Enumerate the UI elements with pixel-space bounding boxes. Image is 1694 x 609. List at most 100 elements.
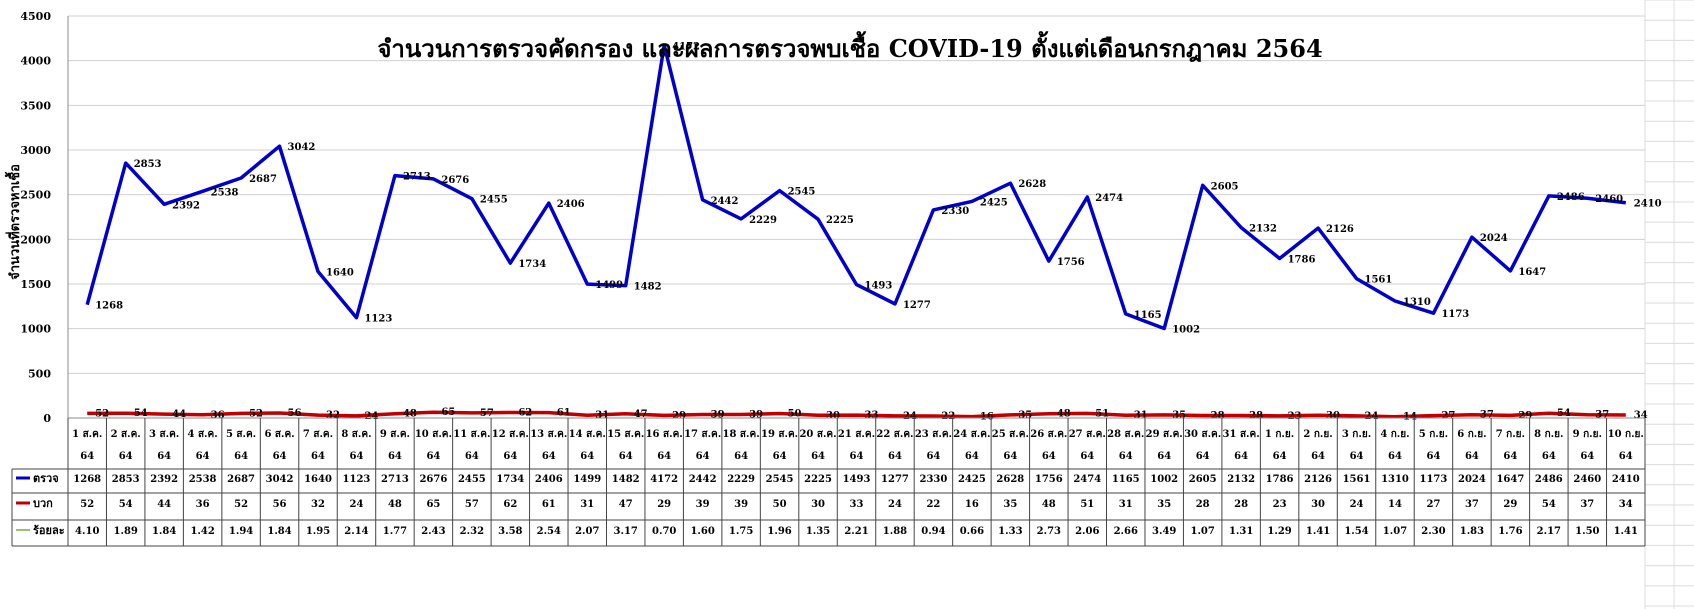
table-cell: 1.54 [1344, 526, 1368, 537]
x-tick-label: 28 ส.ค. [1107, 429, 1144, 440]
table-cell: 2605 [1189, 474, 1217, 485]
x-tick-label: 25 ส.ค. [992, 429, 1029, 440]
x-tick-label: 64 [1042, 451, 1056, 462]
data-label: 29 [1518, 410, 1532, 421]
x-tick-label: 64 [888, 451, 902, 462]
data-label: 51 [1095, 408, 1109, 419]
table-cell: 35 [1003, 499, 1017, 510]
x-tick-label: 64 [234, 451, 248, 462]
series-line-tested [85, 43, 1627, 331]
table-cell: 2.21 [844, 526, 868, 537]
y-tick-label: 2500 [20, 189, 51, 202]
data-label: 1277 [903, 300, 931, 311]
x-tick-label: 64 [1503, 451, 1517, 462]
x-tick-label: 15 ส.ค. [607, 429, 644, 440]
x-tick-label: 64 [657, 451, 671, 462]
x-tick-label: 1 ก.ย. [1265, 429, 1294, 440]
chart-title: จำนวนการตรวจคัดกรอง และผลการตรวจพบเชื้อ … [377, 30, 1322, 63]
x-tick-label: 64 [273, 451, 287, 462]
data-labels: 1268 2853 2392 2538 2687 3042 1640 1123 2713 2676… [95, 41, 1661, 422]
table-cell: 37 [1465, 499, 1479, 510]
x-tick-label: 3 ส.ค. [149, 429, 179, 440]
table-cell: 1.96 [767, 526, 791, 537]
table-cell: 35 [1157, 499, 1171, 510]
data-label: 37 [1480, 410, 1494, 421]
table-cell: 44 [157, 499, 171, 510]
table-cell: 2229 [727, 474, 755, 485]
data-label: 44 [172, 409, 186, 420]
table-cell: 1.07 [1190, 526, 1214, 537]
table-cell: 1756 [1035, 474, 1063, 485]
data-label: 1734 [518, 259, 546, 270]
table-cell: 24 [1350, 499, 1364, 510]
table-cell: 2460 [1573, 474, 1601, 485]
x-tick-label: 64 [965, 451, 979, 462]
table-cell: 2676 [419, 474, 447, 485]
table-cell: 2545 [766, 474, 794, 485]
x-tick-label: 7 ก.ย. [1496, 429, 1525, 440]
data-label: 2225 [826, 215, 854, 226]
data-label: 24 [1365, 411, 1379, 422]
table-cell: 1123 [343, 474, 371, 485]
table-cell: 47 [619, 499, 633, 510]
table-cell: 1277 [881, 474, 909, 485]
x-tick-label: 9 ก.ย. [1573, 429, 1602, 440]
table-cell: 2713 [381, 474, 409, 485]
table-cell: 2392 [150, 474, 178, 485]
spreadsheet-gridlines [1644, 0, 1694, 609]
x-tick-label: 29 ส.ค. [1146, 429, 1183, 440]
x-tick-label: 12 ส.ค. [492, 429, 529, 440]
table-cell: 2225 [804, 474, 832, 485]
x-tick-label: 2 ส.ค. [111, 429, 141, 440]
data-label: 2676 [441, 175, 469, 186]
data-table: 1 ส.ค. 64 2 ส.ค. 64 3 ส.ค. 64 4 ส.ค. 64 5 ส.ค. 64… [11, 417, 1646, 547]
table-cell: 28 [1234, 499, 1248, 510]
table-cell: 31 [580, 499, 594, 510]
x-tick-label: 3 ก.ย. [1342, 429, 1371, 440]
table-cell: 33 [850, 499, 864, 510]
table-cell: 2.32 [460, 526, 484, 537]
data-label: 27 [1441, 411, 1455, 422]
data-label: 2853 [134, 159, 162, 170]
table-cell: 32 [311, 499, 325, 510]
data-label: 1123 [364, 314, 392, 325]
data-label: 2474 [1095, 193, 1123, 204]
x-tick-label: 64 [426, 451, 440, 462]
table-cell: 2474 [1073, 474, 1101, 485]
table-cell: 37 [1580, 499, 1594, 510]
x-tick-label: 64 [1580, 451, 1594, 462]
y-tick-label: 3000 [20, 144, 51, 157]
table-cell: 16 [965, 499, 979, 510]
x-tick-label: 64 [542, 451, 556, 462]
x-tick-label: 7 ส.ค. [303, 429, 333, 440]
x-tick-label: 24 ส.ค. [953, 429, 990, 440]
data-label: 48 [1057, 409, 1071, 420]
x-tick-label: 21 ส.ค. [838, 429, 875, 440]
table-cell: 1.29 [1267, 526, 1291, 537]
table-cell: 1.88 [883, 526, 907, 537]
data-label: 14 [1403, 412, 1417, 423]
x-tick-label: 64 [580, 451, 594, 462]
table-cell: 4172 [650, 474, 678, 485]
data-label: 1173 [1441, 309, 1469, 320]
x-tick-label: 64 [1119, 451, 1133, 462]
data-label: 39 [711, 410, 725, 421]
x-tick-label: 64 [1080, 451, 1094, 462]
series-line-positive [87, 410, 1626, 419]
data-label: 52 [249, 408, 263, 419]
x-tick-label: 64 [311, 451, 325, 462]
data-label: 31 [595, 410, 609, 421]
data-label: 1268 [95, 301, 123, 312]
table-cell: 2410 [1612, 474, 1640, 485]
x-tick-label: 6 ก.ย. [1457, 429, 1486, 440]
table-cell: 1.95 [306, 526, 330, 537]
data-label: 30 [826, 410, 840, 421]
table-cell: 0.70 [652, 526, 676, 537]
table-cell: 52 [80, 499, 94, 510]
table-cell: 2.14 [344, 526, 368, 537]
x-tick-label: 18 ส.ค. [723, 429, 760, 440]
table-cell: 54 [119, 499, 133, 510]
table-cell: 34 [1619, 499, 1633, 510]
